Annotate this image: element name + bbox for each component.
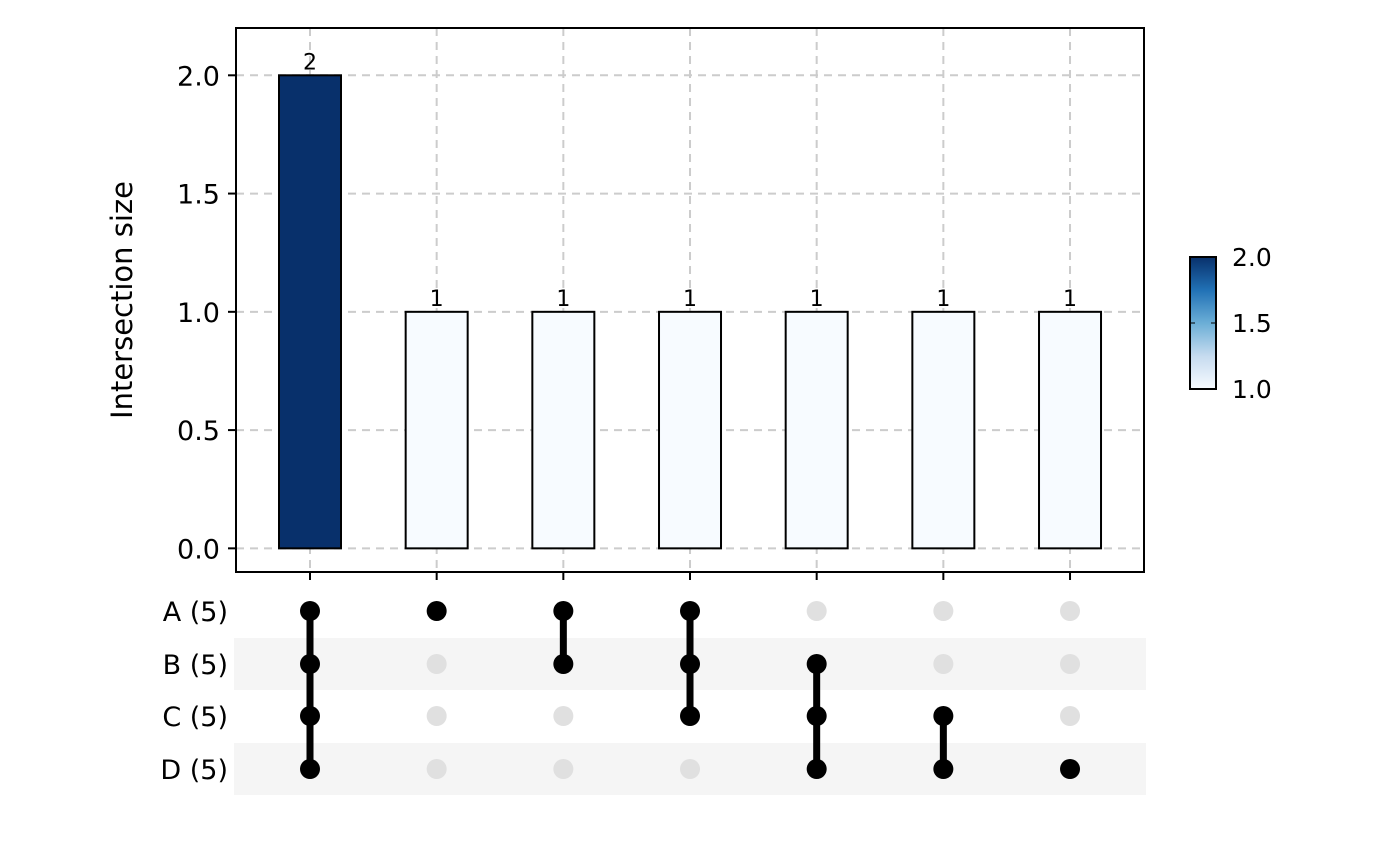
set-label: C (5) (162, 702, 228, 733)
bar-value-label: 1 (810, 287, 824, 312)
y-tick-label: 1.5 (177, 180, 220, 211)
matrix-dot-active (426, 601, 447, 621)
set-label: D (5) (160, 755, 228, 786)
bar-value-label: 1 (556, 287, 570, 312)
y-tick-label: 0.0 (177, 534, 220, 565)
matrix-dot-active (806, 759, 827, 779)
set-labels: A (5) B (5) C (5) D (5) (160, 597, 228, 786)
matrix-dot-inactive (680, 759, 701, 779)
matrix-dot-inactive (426, 654, 447, 674)
matrix-dot-active (300, 706, 320, 726)
matrix-dot-inactive (1060, 654, 1081, 674)
matrix-dot-active (300, 759, 320, 779)
matrix-dot-active (933, 759, 954, 779)
x-axis-ticks (309, 572, 1072, 580)
matrix-dot-inactive (933, 654, 954, 674)
y-tick-label: 2.0 (177, 61, 220, 92)
matrix-dot-active (1060, 759, 1081, 779)
matrix-dot-active (680, 601, 701, 621)
matrix-dot-inactive (426, 759, 447, 779)
bar-value-label: 1 (936, 287, 950, 312)
matrix-dot-inactive (1060, 706, 1081, 726)
matrix-dot-inactive (553, 706, 574, 726)
matrix-dot-inactive (1060, 601, 1081, 621)
bar (1038, 310, 1103, 550)
matrix-dot-active (680, 654, 701, 674)
bar (531, 310, 596, 550)
bar (278, 74, 342, 550)
set-label: B (5) (163, 650, 228, 681)
y-tick-label: 1.0 (177, 298, 220, 329)
set-label: A (5) (163, 597, 228, 628)
intersection-matrix (300, 601, 1081, 779)
matrix-dot-inactive (426, 706, 447, 726)
matrix-dot-active (806, 706, 827, 726)
bar-value-label: 1 (430, 287, 444, 312)
matrix-dot-active (300, 654, 320, 674)
matrix-dot-active (806, 654, 827, 674)
matrix-dot-inactive (553, 759, 574, 779)
y-axis-label: Intersection size (105, 181, 139, 419)
matrix-dot-active (933, 706, 954, 726)
matrix-dot-inactive (933, 601, 954, 621)
colorbar-tick-label: 1.0 (1232, 375, 1272, 404)
matrix-dot-inactive (806, 601, 827, 621)
bar-value-label: 1 (683, 287, 697, 312)
colorbar-tick-label: 2.0 (1232, 243, 1272, 272)
bar (658, 310, 723, 550)
bars (278, 74, 1103, 550)
bar-value-label: 1 (1063, 287, 1077, 312)
bar (911, 310, 976, 550)
matrix-dot-active (553, 654, 574, 674)
colorbar: 2.0 1.5 1.0 (1189, 243, 1272, 404)
matrix-dot-active (680, 706, 701, 726)
bar (784, 310, 849, 550)
bar-value-label: 2 (303, 50, 317, 75)
y-axis: 0.0 0.5 1.0 1.5 2.0 (177, 61, 236, 565)
y-tick-label: 0.5 (177, 416, 220, 447)
bar (404, 310, 469, 550)
matrix-dot-active (300, 601, 320, 621)
bar-labels: 2 1 1 1 1 1 1 (303, 50, 1077, 312)
matrix-dot-active (553, 601, 574, 621)
colorbar-tick-label: 1.5 (1232, 309, 1272, 338)
